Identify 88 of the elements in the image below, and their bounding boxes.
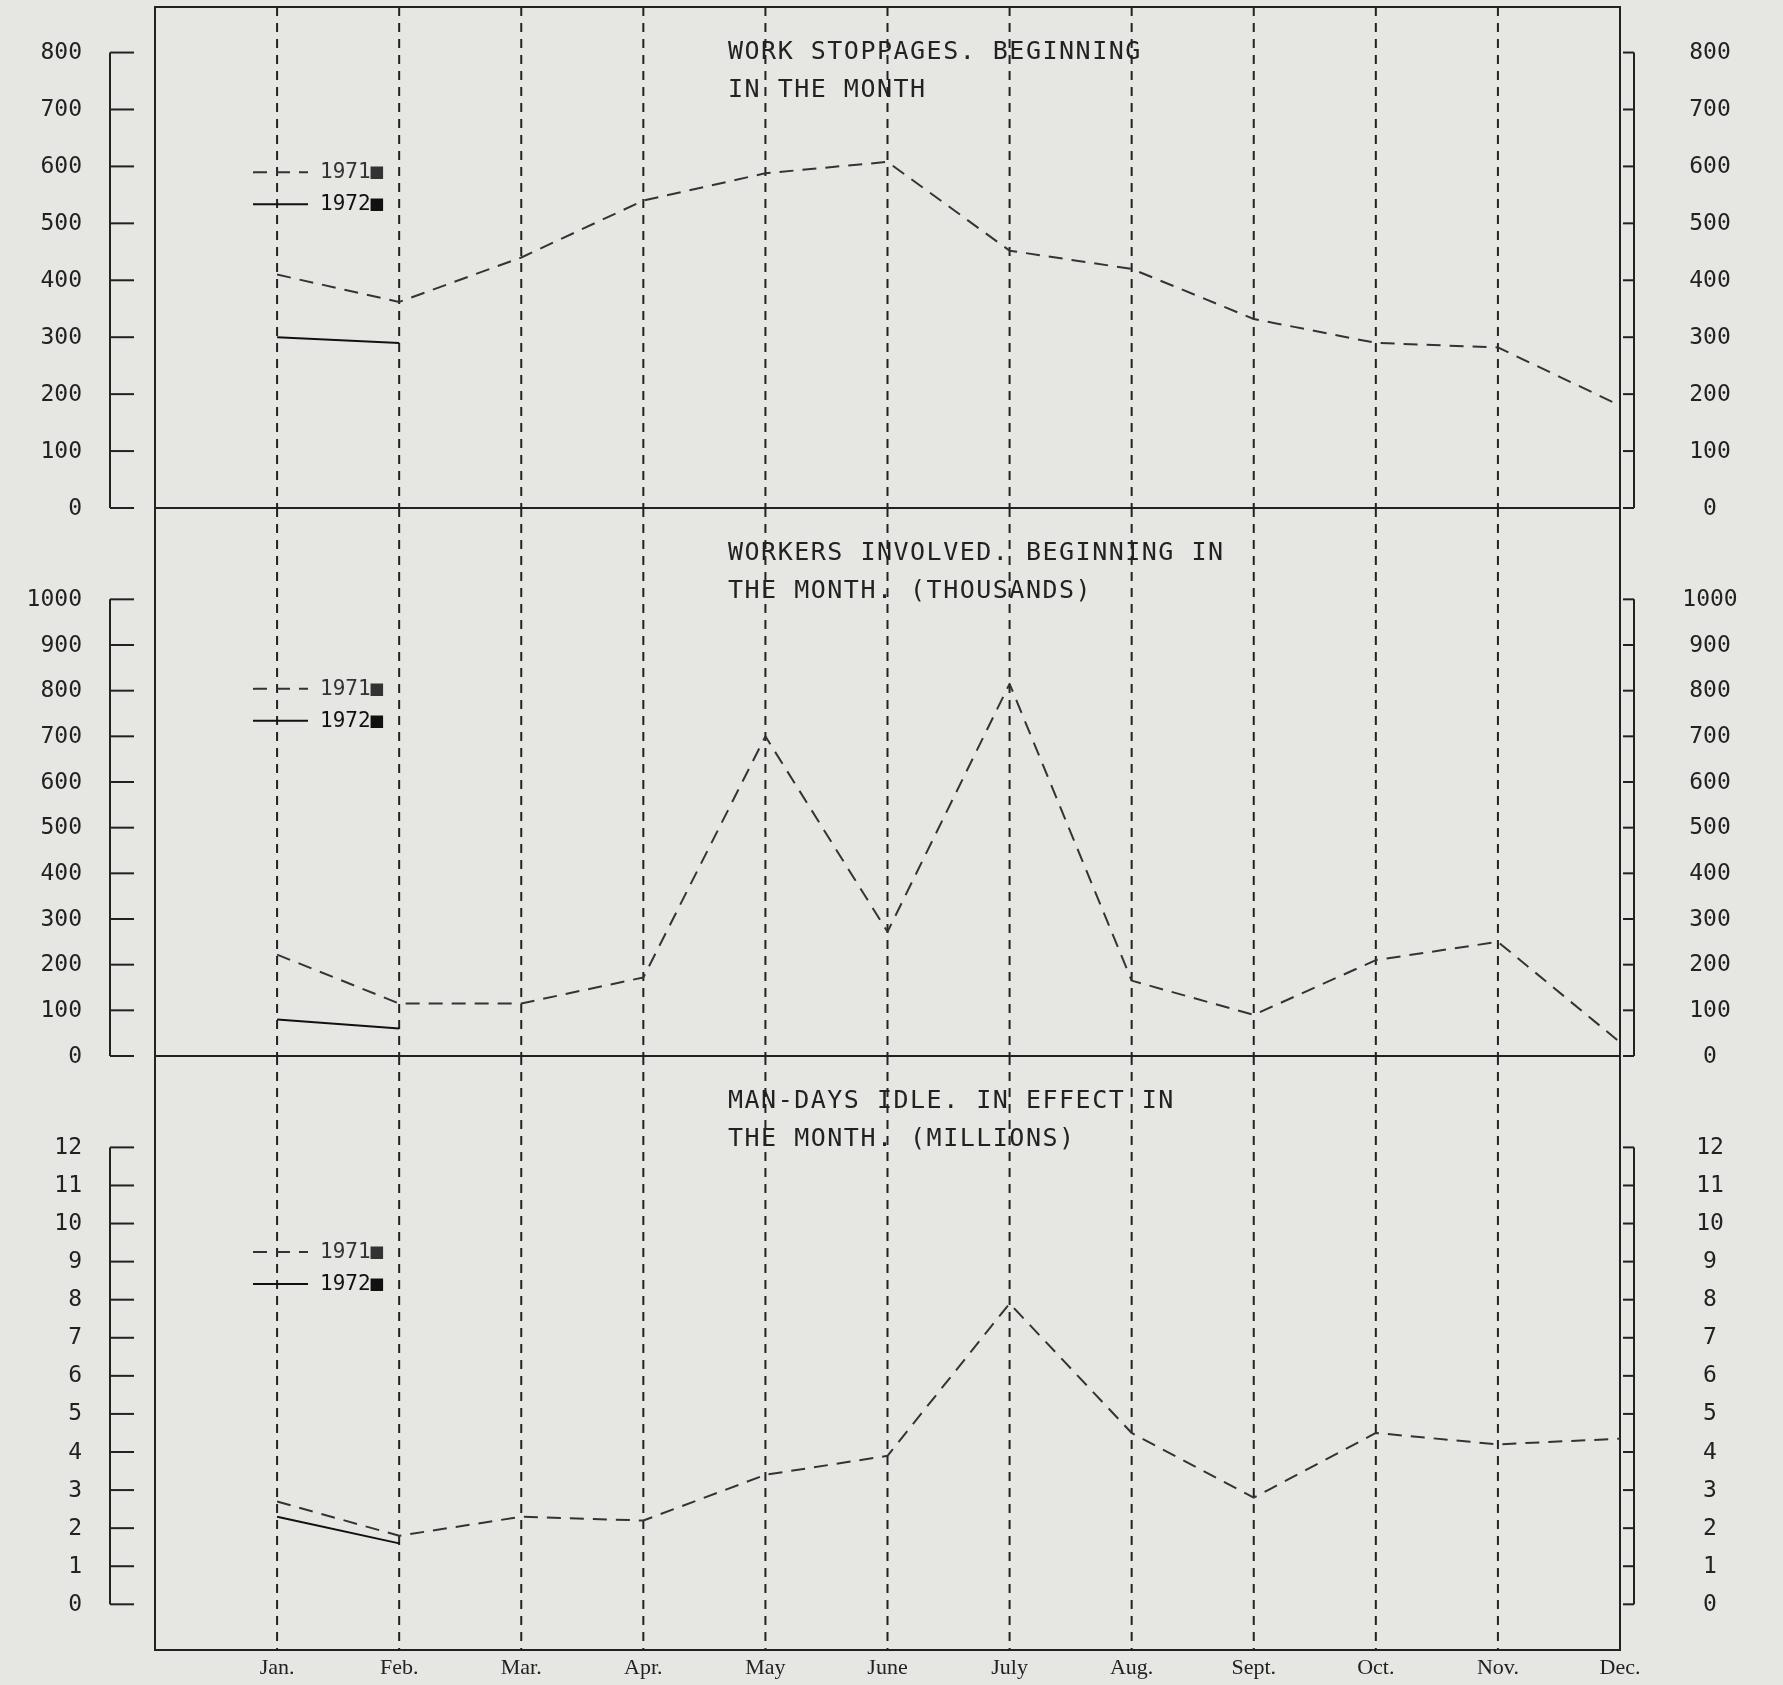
y-tick-label: 600 [40,151,82,178]
line-series [276,1302,1621,1537]
x-tick-label: Dec. [1599,1654,1641,1679]
y2-tick-label: 300 [1689,904,1731,931]
y-tick-label: 0 [68,1041,82,1068]
y2-tick-label: 3 [1703,1475,1717,1502]
y-tick-label: 100 [40,995,82,1022]
y2-tick-label: 500 [1689,208,1731,235]
x-tick-label: Mar. [500,1654,542,1679]
y-tick-label: 6 [68,1361,82,1388]
y2-tick-label: 800 [1689,38,1731,65]
y2-tick-label: 6 [1703,1361,1717,1388]
y-tick-label: 0 [68,1589,82,1616]
y2-tick-label: 400 [1689,265,1731,292]
y2-tick-label: 800 [1689,676,1731,703]
y2-tick-label: 700 [1689,721,1731,748]
y2-tick-label: 1000 [1682,584,1738,611]
y-tick-label: 2 [68,1513,82,1540]
y-tick-label: 300 [40,322,82,349]
y-tick-label: 1 [68,1551,82,1578]
y2-tick-label: 7 [1703,1323,1717,1350]
y-tick-label: 800 [40,38,82,65]
x-tick-label: Sept. [1231,1654,1277,1679]
y2-tick-label: 500 [1689,813,1731,840]
y2-tick-label: 0 [1703,1589,1717,1616]
y2-tick-label: 9 [1703,1247,1717,1274]
y2-tick-label: 10 [1696,1209,1724,1236]
y-tick-label: 900 [40,630,82,657]
y2-tick-label: 300 [1689,322,1731,349]
y-tick-label: 0 [68,493,82,520]
text: WORK STOPPAGES. BEGINNING IN THE MONTH [728,36,1142,103]
text: WORKERS INVOLVED. BEGINNING IN THE MONTH. (THOUSANDS) [728,537,1225,604]
y-tick-label: 7 [68,1323,82,1350]
x-tick-label: Apr. [624,1654,663,1679]
y-tick-label: 500 [40,208,82,235]
y2-tick-label: 0 [1703,1041,1717,1068]
x-tick-label: Jan. [259,1654,295,1679]
y-tick-label: 400 [40,858,82,885]
x-tick-label: July [991,1654,1028,1679]
y-tick-label: 500 [40,813,82,840]
y-tick-label: 200 [40,950,82,977]
y2-tick-label: 4 [1703,1437,1717,1464]
x-tick-label: Aug. [1109,1654,1154,1679]
y-tick-label: 12 [54,1132,82,1159]
y-tick-label: 4 [68,1437,82,1464]
y-tick-label: 300 [40,904,82,931]
y2-tick-label: 200 [1689,379,1731,406]
x-tick-label: May [745,1654,786,1679]
legend-label: 1971■ [320,159,384,184]
text: MAN-DAYS IDLE. IN EFFECT IN THE MONTH. (MILLIONS) [728,1085,1175,1152]
y2-tick-label: 8 [1703,1285,1717,1312]
y-tick-label: 400 [40,265,82,292]
y-tick-label: 700 [40,94,82,121]
y2-tick-label: 1 [1703,1551,1717,1578]
y2-tick-label: 600 [1689,151,1731,178]
y-tick-label: 200 [40,379,82,406]
legend-label: 1971■ [320,675,384,700]
y2-tick-label: 2 [1703,1513,1717,1540]
legend-label: 1971■ [320,1239,384,1264]
y2-tick-label: 100 [1689,436,1731,463]
y2-tick-label: 100 [1689,995,1731,1022]
y2-tick-label: 400 [1689,858,1731,885]
x-tick-label: Feb. [379,1654,419,1679]
y-tick-label: 600 [40,767,82,794]
y2-tick-label: 12 [1696,1132,1724,1159]
y2-tick-label: 5 [1703,1399,1717,1426]
y-tick-label: 11 [54,1170,82,1197]
legend-label: 1972■ [320,707,384,732]
y-tick-label: 3 [68,1475,82,1502]
y-tick-label: 10 [54,1209,82,1236]
x-tick-label: Oct. [1357,1654,1395,1679]
y2-tick-label: 600 [1689,767,1731,794]
y2-tick-label: 11 [1696,1170,1724,1197]
y-tick-label: 1000 [26,584,82,611]
x-tick-label: June [867,1654,908,1679]
y-tick-label: 800 [40,676,82,703]
y-tick-label: 8 [68,1285,82,1312]
x-tick-label: Nov. [1476,1654,1519,1679]
y-tick-label: 700 [40,721,82,748]
y-tick-label: 5 [68,1399,82,1426]
y2-tick-label: 900 [1689,630,1731,657]
y2-tick-label: 200 [1689,950,1731,977]
legend-label: 1972■ [320,1271,384,1296]
y-tick-label: 100 [40,436,82,463]
y-tick-label: 9 [68,1247,82,1274]
y2-tick-label: 700 [1689,94,1731,121]
y2-tick-label: 0 [1703,493,1717,520]
legend-label: 1972■ [320,191,384,216]
